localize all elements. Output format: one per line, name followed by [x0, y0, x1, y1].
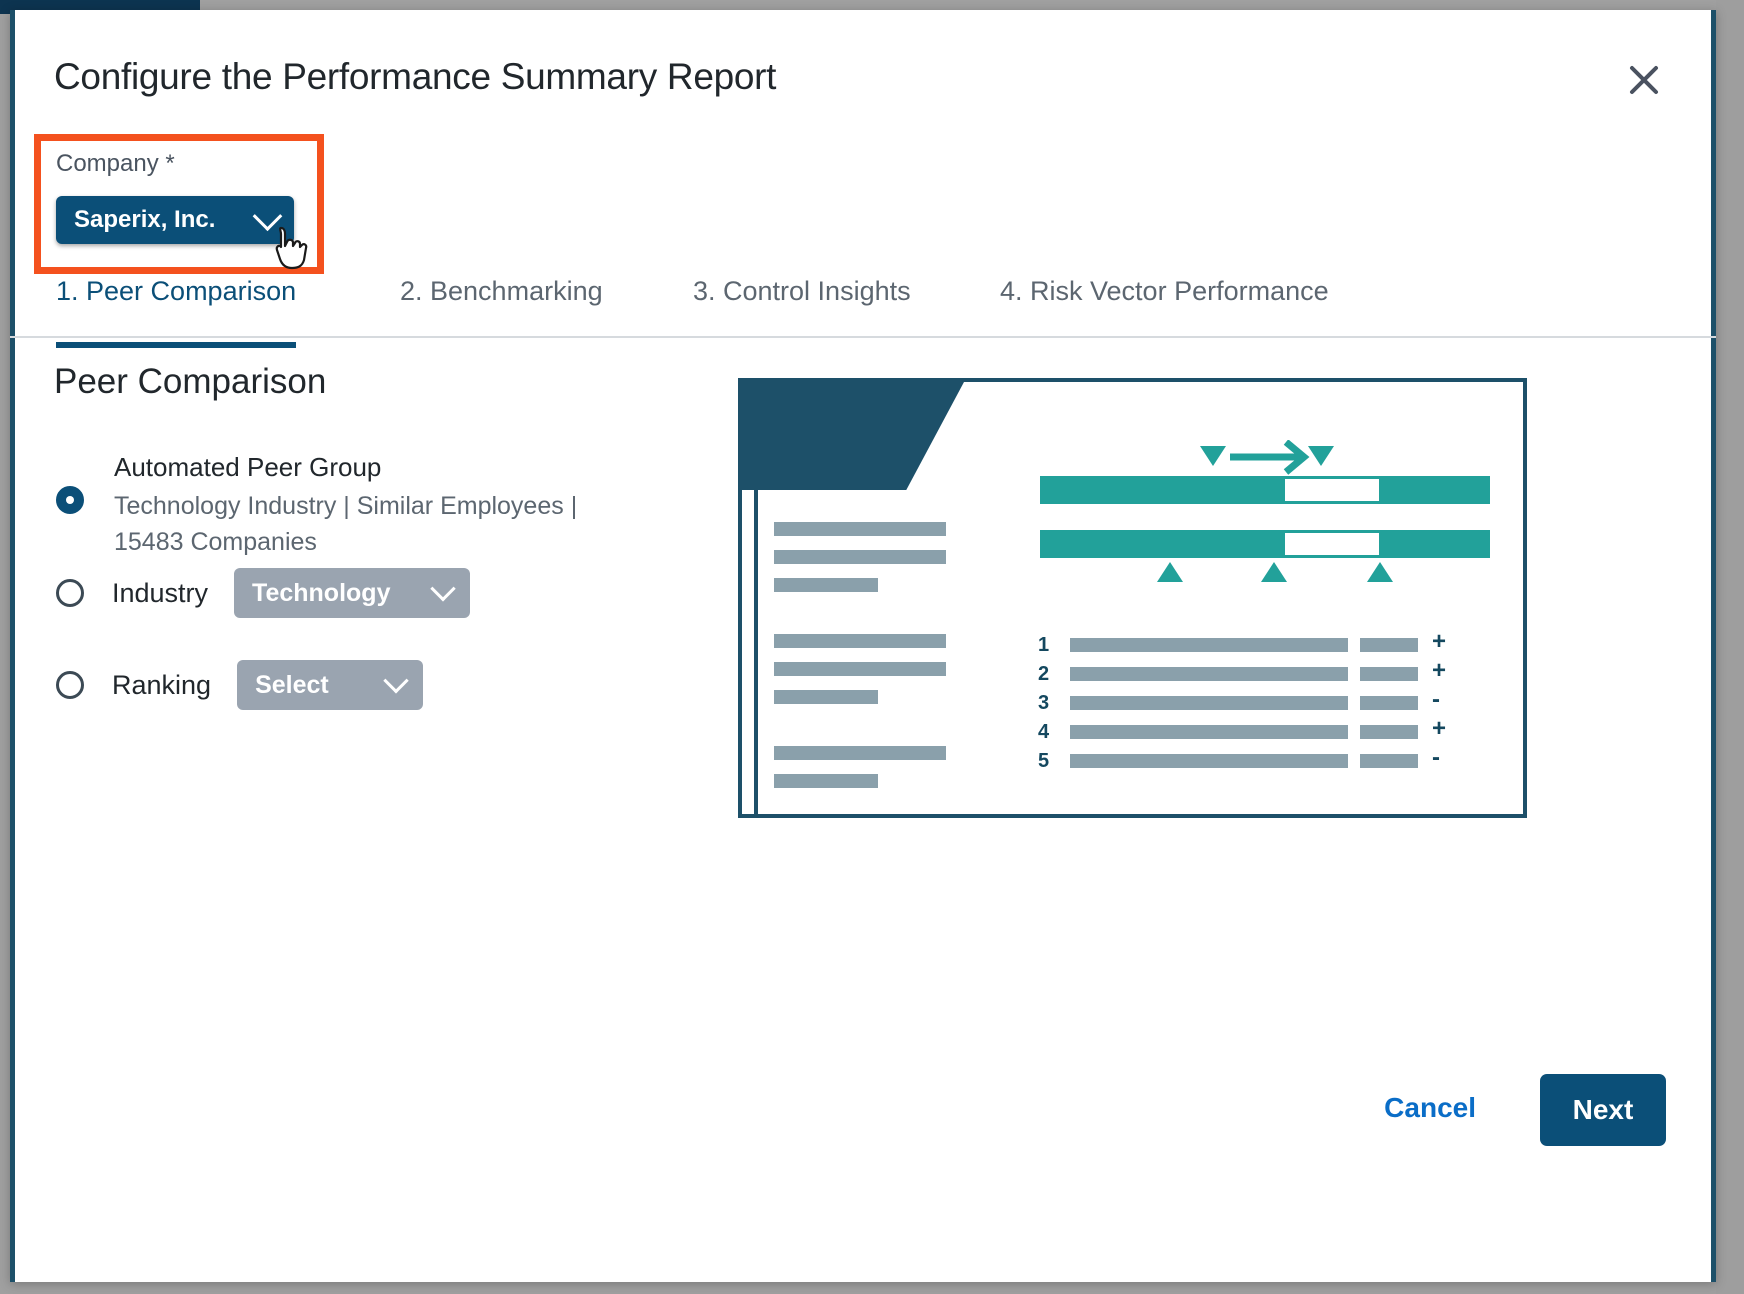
preview-rank-score-bar	[1360, 638, 1418, 652]
radio-industry[interactable]	[56, 579, 84, 607]
ranking-dropdown[interactable]: Select	[237, 660, 424, 710]
configure-report-modal: Configure the Performance Summary Report…	[10, 10, 1716, 1282]
preview-text-bar	[774, 774, 878, 788]
radio-ranking[interactable]	[56, 671, 84, 699]
preview-gauge-bar	[1040, 530, 1490, 558]
preview-text-bar	[774, 550, 946, 564]
preview-text-bar	[774, 634, 946, 648]
ranking-label: Ranking	[112, 669, 212, 700]
preview-arrow-icon	[1200, 440, 1334, 475]
tab-benchmarking[interactable]: 2. Benchmarking	[400, 276, 603, 306]
preview-rank-number: 1	[1038, 634, 1050, 656]
automated-peer-group-title: Automated Peer Group	[114, 452, 382, 482]
chevron-down-icon	[383, 668, 409, 694]
industry-dropdown[interactable]: Technology	[234, 568, 471, 618]
preview-rank-number: 3	[1038, 692, 1050, 714]
preview-header-block	[742, 382, 964, 490]
preview-text-bar	[774, 578, 878, 592]
preview-gauge-marker	[1282, 476, 1382, 504]
industry-label: Industry	[112, 577, 209, 608]
radio-automated-peer-group[interactable]	[56, 486, 84, 514]
preview-rank-bar	[1070, 725, 1348, 739]
chevron-down-icon	[252, 200, 283, 231]
preview-rank-sign: +	[1432, 715, 1447, 742]
automated-peer-group-subtitle: Technology Industry | Similar Employees …	[114, 492, 578, 556]
preview-text-bar	[774, 522, 946, 536]
preview-rank-sign: -	[1432, 686, 1440, 713]
company-dropdown[interactable]: Saperix, Inc.	[56, 196, 294, 244]
modal-header: Configure the Performance Summary Report	[10, 10, 1716, 140]
modal-right-edge	[1711, 10, 1716, 1282]
report-preview-illustration: 1 + 2 + 3 - 4 + 5 -	[738, 378, 1527, 818]
preview-marker-triangles-icon	[1157, 562, 1393, 582]
tab-control-insights[interactable]: 3. Control Insights	[693, 276, 911, 306]
page-background-right-strip	[1716, 0, 1744, 1294]
preview-rank-bar	[1070, 638, 1348, 652]
preview-rank-sign: +	[1432, 657, 1447, 684]
option-ranking[interactable]: Ranking Select	[56, 660, 424, 710]
option-automated-peer-group[interactable]: Automated Peer Group Technology Industry…	[56, 450, 676, 560]
preview-text-bar	[774, 746, 946, 760]
preview-rank-sign: -	[1432, 744, 1440, 771]
preview-rank-bar	[1070, 754, 1348, 768]
company-dropdown-value: Saperix, Inc.	[74, 206, 216, 233]
preview-rank-number: 5	[1038, 750, 1050, 772]
preview-rank-number: 2	[1038, 663, 1050, 685]
preview-rank-number: 4	[1038, 721, 1050, 743]
chevron-down-icon	[430, 576, 456, 602]
preview-gauge-marker	[1282, 530, 1382, 558]
preview-rank-score-bar	[1360, 725, 1418, 739]
preview-gauge-bar	[1040, 476, 1490, 504]
ranking-dropdown-value: Select	[255, 670, 329, 699]
preview-rank-score-bar	[1360, 754, 1418, 768]
page-title: Configure the Performance Summary Report	[54, 56, 777, 97]
cancel-button[interactable]: Cancel	[1384, 1092, 1476, 1123]
preview-text-bar	[774, 690, 878, 704]
tab-risk-vector-performance[interactable]: 4. Risk Vector Performance	[1000, 276, 1329, 306]
industry-dropdown-value: Technology	[252, 578, 391, 607]
next-button[interactable]: Next	[1540, 1074, 1666, 1146]
preview-rank-score-bar	[1360, 667, 1418, 681]
preview-text-bar	[774, 662, 946, 676]
preview-rank-bar	[1070, 696, 1348, 710]
section-title: Peer Comparison	[54, 362, 327, 401]
tab-peer-comparison[interactable]: 1. Peer Comparison	[56, 276, 297, 348]
preview-rank-sign: +	[1432, 628, 1447, 655]
modal-left-edge	[10, 10, 15, 1282]
preview-rank-score-bar	[1360, 696, 1418, 710]
preview-sidebar-rule	[754, 490, 758, 818]
preview-rank-bar	[1070, 667, 1348, 681]
wizard-tabs: 1. Peer Comparison 2. Benchmarking 3. Co…	[10, 276, 1716, 348]
option-industry[interactable]: Industry Technology	[56, 568, 471, 618]
close-icon[interactable]	[1622, 58, 1666, 102]
company-label: Company *	[56, 150, 175, 177]
